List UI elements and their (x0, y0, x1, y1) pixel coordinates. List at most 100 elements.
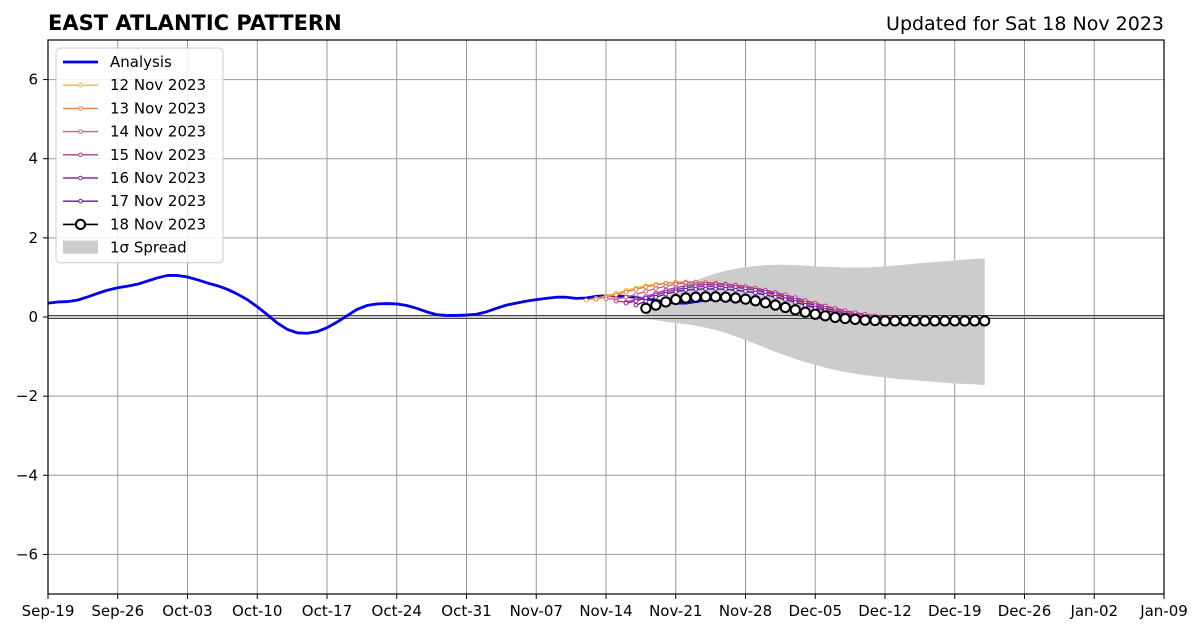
forecast-point (713, 286, 718, 292)
y-tick-label: 6 (28, 71, 38, 89)
forecast-point (979, 315, 991, 327)
y-tick-label: 4 (28, 150, 38, 168)
chart-subtitle: Updated for Sat 18 Nov 2023 (886, 13, 1164, 35)
forecast-point (663, 291, 669, 297)
plot-area (47, 40, 1165, 594)
forecast-point (603, 296, 609, 302)
forecast-point (633, 292, 639, 297)
forecast-point (723, 287, 728, 292)
forecast-point (703, 286, 708, 292)
x-tick-label: Dec-05 (788, 602, 842, 620)
forecast-point (683, 287, 689, 293)
forecast-point (633, 287, 639, 292)
legend-item-forecast-4: 16 Nov 2023 (63, 169, 206, 187)
forecast-point (779, 301, 791, 314)
forecast-point (673, 289, 679, 294)
forecast-point (749, 295, 762, 307)
x-tick-label: Nov-07 (510, 602, 563, 620)
forecast-point (660, 296, 672, 308)
x-tick-label: Dec-19 (928, 602, 982, 620)
forecast-point (710, 291, 722, 303)
y-tick-label: −6 (16, 545, 38, 563)
forecast-point (729, 292, 742, 304)
forecast-point (969, 315, 981, 327)
legend-label: 16 Nov 2023 (110, 169, 206, 187)
forecast-point (743, 288, 748, 294)
x-tick-label: Oct-10 (232, 602, 282, 620)
forecast-point (889, 315, 901, 327)
forecast-series-18-nov-2023 (640, 291, 991, 327)
legend-item-analysis: Analysis (63, 53, 172, 71)
forecast-point (879, 315, 891, 327)
forecast-point (583, 298, 589, 303)
forecast-point (802, 302, 808, 308)
forecast-point (593, 296, 599, 302)
legend-label: Analysis (110, 53, 172, 71)
forecast-point (789, 304, 801, 316)
x-tick-label: Oct-24 (372, 602, 422, 620)
legend-label: 15 Nov 2023 (110, 146, 206, 164)
forecast-point (653, 294, 659, 300)
forecast-point (959, 315, 971, 327)
forecast-point (650, 299, 662, 311)
x-tick-label: Jan-02 (1069, 602, 1118, 620)
forecast-point (859, 314, 871, 326)
axes: Sep-19 Sep-26 Oct-03 Oct-10 Oct-17 Oct-24 Oct-… (16, 39, 1188, 620)
legend-label: 12 Nov 2023 (110, 76, 206, 94)
forecast-point (653, 286, 659, 291)
forecast-point (929, 315, 941, 327)
forecast-point (693, 287, 698, 292)
legend-box (55, 47, 224, 264)
legend-swatch (63, 240, 98, 254)
forecast-point (809, 308, 821, 320)
x-tick-label: Nov-21 (649, 602, 702, 620)
legend-marker (78, 198, 83, 204)
legend-item-forecast-5: 17 Nov 2023 (63, 192, 206, 210)
x-tick-label: Nov-28 (719, 602, 772, 620)
forecast-point (690, 291, 702, 303)
forecast-point (643, 288, 649, 294)
forecast-point (623, 289, 629, 295)
forecast-point (899, 315, 911, 327)
forecast-point (919, 315, 931, 327)
x-tick-label: Jan-09 (1139, 602, 1188, 620)
forecast-point (759, 297, 772, 309)
x-tick-label: Sep-26 (91, 602, 144, 620)
forecast-point (623, 300, 629, 306)
y-tick-label: 0 (28, 308, 38, 326)
legend-item-forecast-1: 13 Nov 2023 (63, 99, 206, 117)
forecast-point (670, 293, 682, 306)
legend-item-forecast-3: 15 Nov 2023 (63, 146, 206, 164)
y-tick-label: 2 (28, 229, 38, 247)
y-tick-label: −4 (16, 466, 38, 484)
forecast-point (753, 290, 758, 296)
forecast-point (733, 287, 738, 293)
legend-marker (78, 106, 83, 111)
x-tick-label: Sep-19 (22, 602, 75, 620)
forecast-point (849, 313, 861, 325)
x-tick-label: Nov-14 (579, 602, 632, 620)
forecast-point (939, 315, 951, 327)
x-tick-label: Dec-26 (998, 602, 1052, 620)
forecast-point (763, 292, 768, 298)
forecast-point (643, 284, 649, 290)
forecast-point (739, 293, 752, 305)
legend-label: 13 Nov 2023 (110, 99, 206, 117)
forecast-point (949, 315, 961, 327)
forecast-point (640, 302, 652, 314)
forecast-point (829, 311, 841, 323)
forecast-point (700, 291, 712, 303)
legend: Analysis 12 Nov 2023 13 Nov 2023 14 Nov 202… (55, 47, 224, 264)
forecast-point (673, 281, 679, 287)
x-tick-label: Oct-31 (441, 602, 491, 620)
x-tick-label: Oct-17 (302, 602, 352, 620)
legend-marker (78, 152, 83, 158)
forecast-point (799, 306, 811, 318)
forecast-point (783, 297, 788, 302)
forecast-point (643, 298, 649, 304)
legend-label: 17 Nov 2023 (110, 192, 206, 210)
forecast-point (869, 314, 881, 327)
forecast-point (633, 302, 639, 308)
chart-title: EAST ATLANTIC PATTERN (48, 11, 342, 35)
